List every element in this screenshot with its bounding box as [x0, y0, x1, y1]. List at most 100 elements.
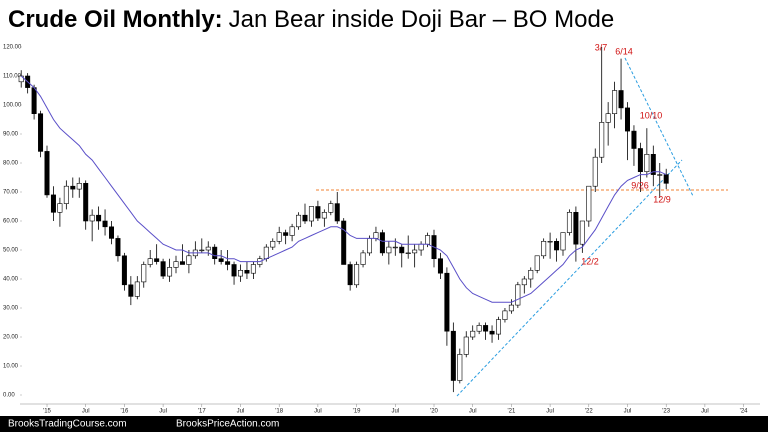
x-tick-label: Jul — [391, 409, 399, 415]
y-tick-label: 40.00 — [3, 277, 19, 283]
moving-average — [20, 75, 667, 303]
x-tick-label: Jul — [546, 409, 554, 415]
candle-body — [270, 241, 276, 248]
candle-body — [644, 154, 650, 173]
candle-body — [296, 214, 302, 228]
x-tick-label: Jul — [624, 409, 632, 415]
x-tick-label: Jul — [82, 409, 90, 415]
candle-body — [495, 319, 501, 335]
candle-body — [437, 258, 443, 274]
candle-body — [502, 310, 508, 320]
candle-body — [63, 185, 69, 204]
candle-body — [263, 246, 269, 260]
annotation: 6/14 — [615, 46, 633, 56]
candle-body — [399, 246, 405, 254]
candle-body — [154, 258, 160, 262]
candle-body — [160, 261, 166, 277]
candle-body — [302, 214, 308, 222]
candle-body — [328, 203, 334, 213]
candle-body — [405, 252, 411, 254]
candle-body — [57, 203, 63, 213]
candle-body — [528, 269, 534, 280]
y-tick-label: 80.00 — [3, 161, 19, 167]
x-tick-label: '16 — [120, 409, 128, 415]
candle-body — [386, 246, 392, 254]
candle-body — [470, 330, 476, 338]
candle-body — [347, 264, 353, 286]
candle-body — [134, 281, 140, 297]
candle-body — [412, 249, 418, 254]
candle-body — [508, 304, 514, 312]
candle-body — [102, 220, 108, 228]
candle-body — [147, 258, 153, 265]
candle-body — [334, 203, 340, 222]
x-tick-label: '18 — [275, 409, 283, 415]
candle-body — [534, 255, 540, 271]
footer-text: BrooksPriceAction.com — [176, 419, 279, 430]
candle-body — [141, 264, 147, 283]
candle-body — [238, 269, 244, 277]
annotation: 3/7 — [595, 42, 608, 52]
candle-body — [366, 238, 372, 254]
candle-body — [457, 354, 463, 381]
candle-body — [167, 267, 173, 277]
candle-body — [50, 194, 56, 213]
candle-body — [373, 232, 379, 239]
candle-body — [483, 325, 489, 332]
annotation: 10/10 — [640, 110, 663, 120]
candle-body — [186, 255, 192, 265]
candle-body — [554, 241, 560, 251]
candle-body — [212, 246, 218, 260]
candle-body — [560, 232, 566, 251]
y-tick-label: 30.00 — [3, 306, 19, 312]
footer-bar — [0, 416, 768, 432]
x-tick-label: '22 — [585, 409, 593, 415]
candle-body — [573, 212, 579, 245]
candle-body — [354, 264, 360, 286]
candle-body — [489, 330, 495, 335]
candle-body — [231, 264, 237, 277]
candle-body — [250, 264, 256, 274]
candle-body — [283, 232, 289, 236]
candle-body — [70, 185, 76, 190]
candle-body — [541, 241, 547, 257]
candle-body — [463, 336, 469, 355]
x-tick-label: '19 — [353, 409, 361, 415]
candle-body — [244, 269, 250, 274]
candle-body — [173, 261, 179, 268]
candle-body — [586, 185, 592, 222]
candle-body — [547, 241, 553, 243]
candle-body — [521, 278, 527, 286]
candle-body — [657, 174, 663, 176]
candle-body — [276, 232, 282, 242]
candle-body — [109, 226, 115, 239]
candle-body — [218, 258, 224, 262]
y-tick-label: 90.00 — [3, 132, 19, 138]
candle-body — [476, 325, 482, 332]
candle-body — [599, 122, 605, 158]
candle-body — [96, 214, 102, 222]
candle-body — [579, 220, 585, 245]
y-tick-label: 20.00 — [3, 335, 19, 341]
y-tick-label: 10.00 — [3, 364, 19, 370]
title-lead: Crude Oil Monthly: — [8, 6, 223, 33]
candle-body — [121, 255, 127, 286]
x-tick-label: Jul — [314, 409, 322, 415]
candle-body — [38, 113, 44, 152]
annotation: 12/9 — [653, 194, 671, 204]
candle-body — [205, 246, 211, 251]
candle-body — [31, 87, 37, 114]
candle-body — [44, 151, 50, 196]
annotation: 12/2 — [581, 256, 599, 266]
candle-body — [89, 214, 95, 222]
candle-body — [618, 90, 624, 109]
x-tick-label: '15 — [43, 409, 51, 415]
y-tick-label: 120.00 — [3, 45, 22, 51]
y-tick-label: 0.00 — [3, 393, 15, 399]
candle-body — [637, 148, 643, 173]
candle-body — [444, 272, 450, 332]
candle-body — [624, 107, 630, 132]
candle-body — [450, 330, 456, 381]
candle-body — [315, 206, 321, 219]
y-tick-label: 110.00 — [3, 74, 22, 80]
